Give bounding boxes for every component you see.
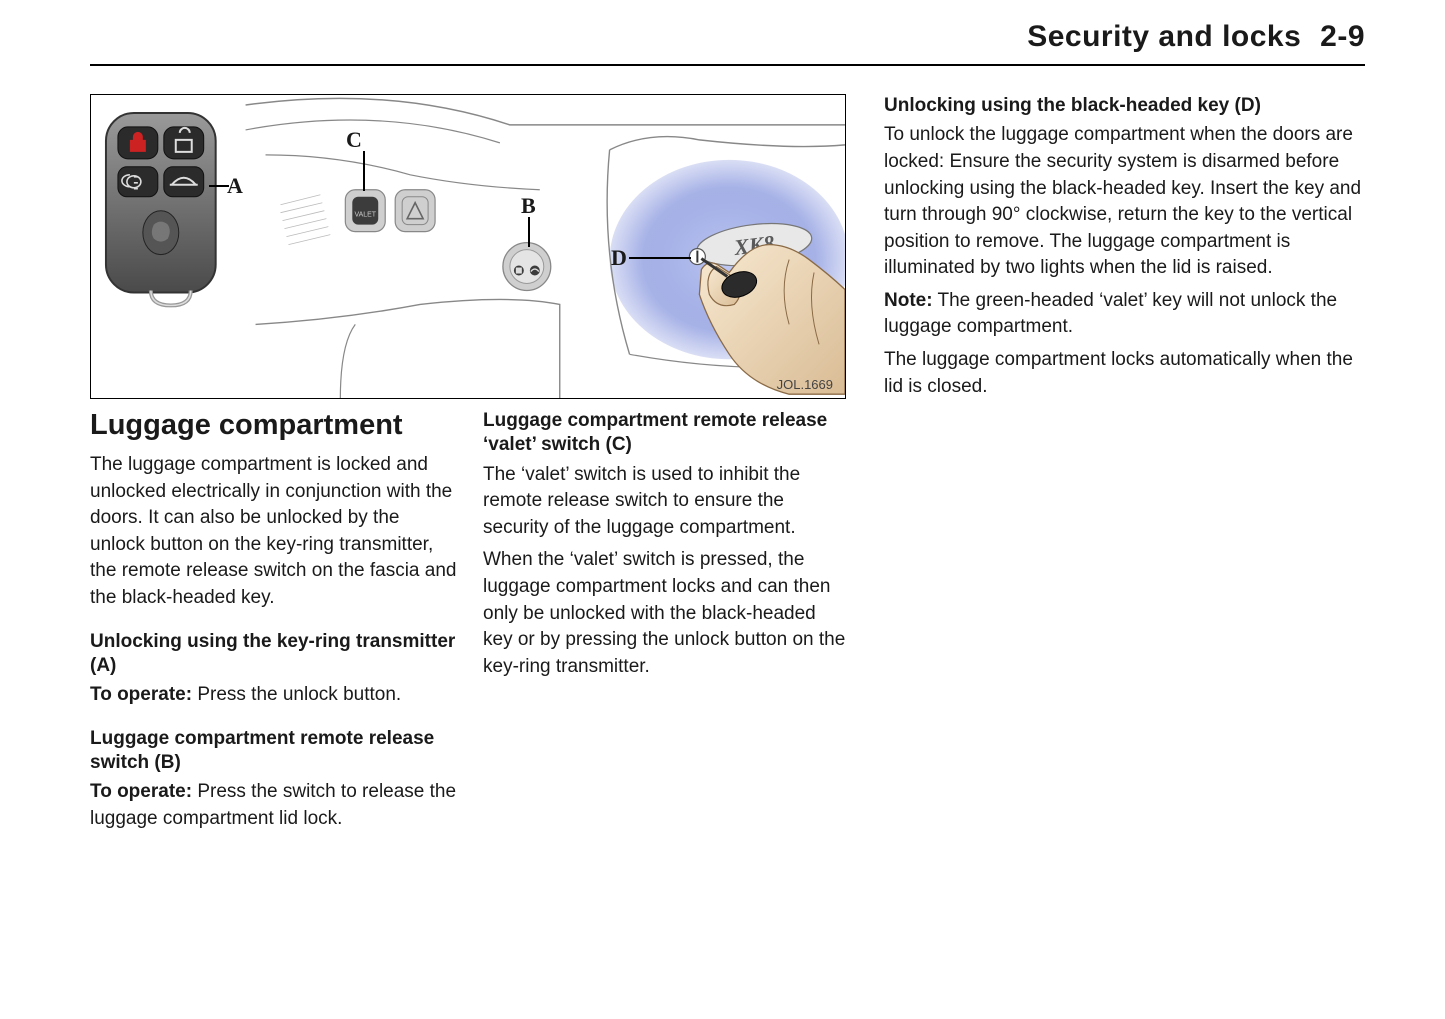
para-b: To operate: Press the switch to release …: [90, 779, 457, 832]
section-title: Luggage compartment: [90, 409, 457, 442]
heading-a: Unlocking using the key-ring transmitter…: [90, 630, 457, 679]
callout-d: D: [611, 245, 627, 271]
diagram: XK8: [90, 94, 846, 399]
op-label-a: To operate:: [90, 684, 192, 705]
note-text: The green-headed ‘valet’ key will not un…: [884, 290, 1337, 338]
heading-b: Luggage compartment remote release switc…: [90, 727, 457, 776]
heading-d: Unlocking using the black-headed key (D): [884, 94, 1365, 118]
figure-container: XK8: [90, 94, 850, 399]
column-2: Luggage compartment remote release ‘vale…: [483, 409, 850, 839]
para-c1: The ‘valet’ switch is used to inhibit th…: [483, 462, 850, 542]
figure-reference: JOL.1669: [777, 377, 833, 392]
para-d2: The luggage compartment locks automatica…: [884, 347, 1365, 400]
op-text-a: Press the unlock button.: [192, 684, 401, 705]
callout-c: C: [346, 127, 362, 153]
heading-c: Luggage compartment remote release ‘vale…: [483, 409, 850, 458]
intro-para: The luggage compartment is locked and un…: [90, 452, 457, 612]
para-a: To operate: Press the unlock button.: [90, 682, 457, 709]
diagram-svg: XK8: [91, 95, 845, 399]
callout-a: A: [227, 173, 243, 199]
column-1: Luggage compartment The luggage compartm…: [90, 409, 457, 839]
page-number: 2-9: [1320, 20, 1365, 53]
page-header: Security and locks 2-9: [90, 20, 1365, 66]
svg-text:VALET: VALET: [354, 212, 376, 219]
para-c2: When the ‘valet’ switch is pressed, the …: [483, 547, 850, 680]
para-d-note: Note: The green-headed ‘valet’ key will …: [884, 288, 1365, 341]
op-label-b: To operate:: [90, 781, 192, 802]
callout-b: B: [521, 193, 536, 219]
keyring-transmitter: [106, 113, 216, 305]
right-column: Unlocking using the black-headed key (D)…: [884, 94, 1365, 839]
chapter-title: Security and locks: [1027, 20, 1301, 53]
para-d1: To unlock the luggage compartment when t…: [884, 122, 1365, 282]
note-label: Note:: [884, 290, 933, 311]
